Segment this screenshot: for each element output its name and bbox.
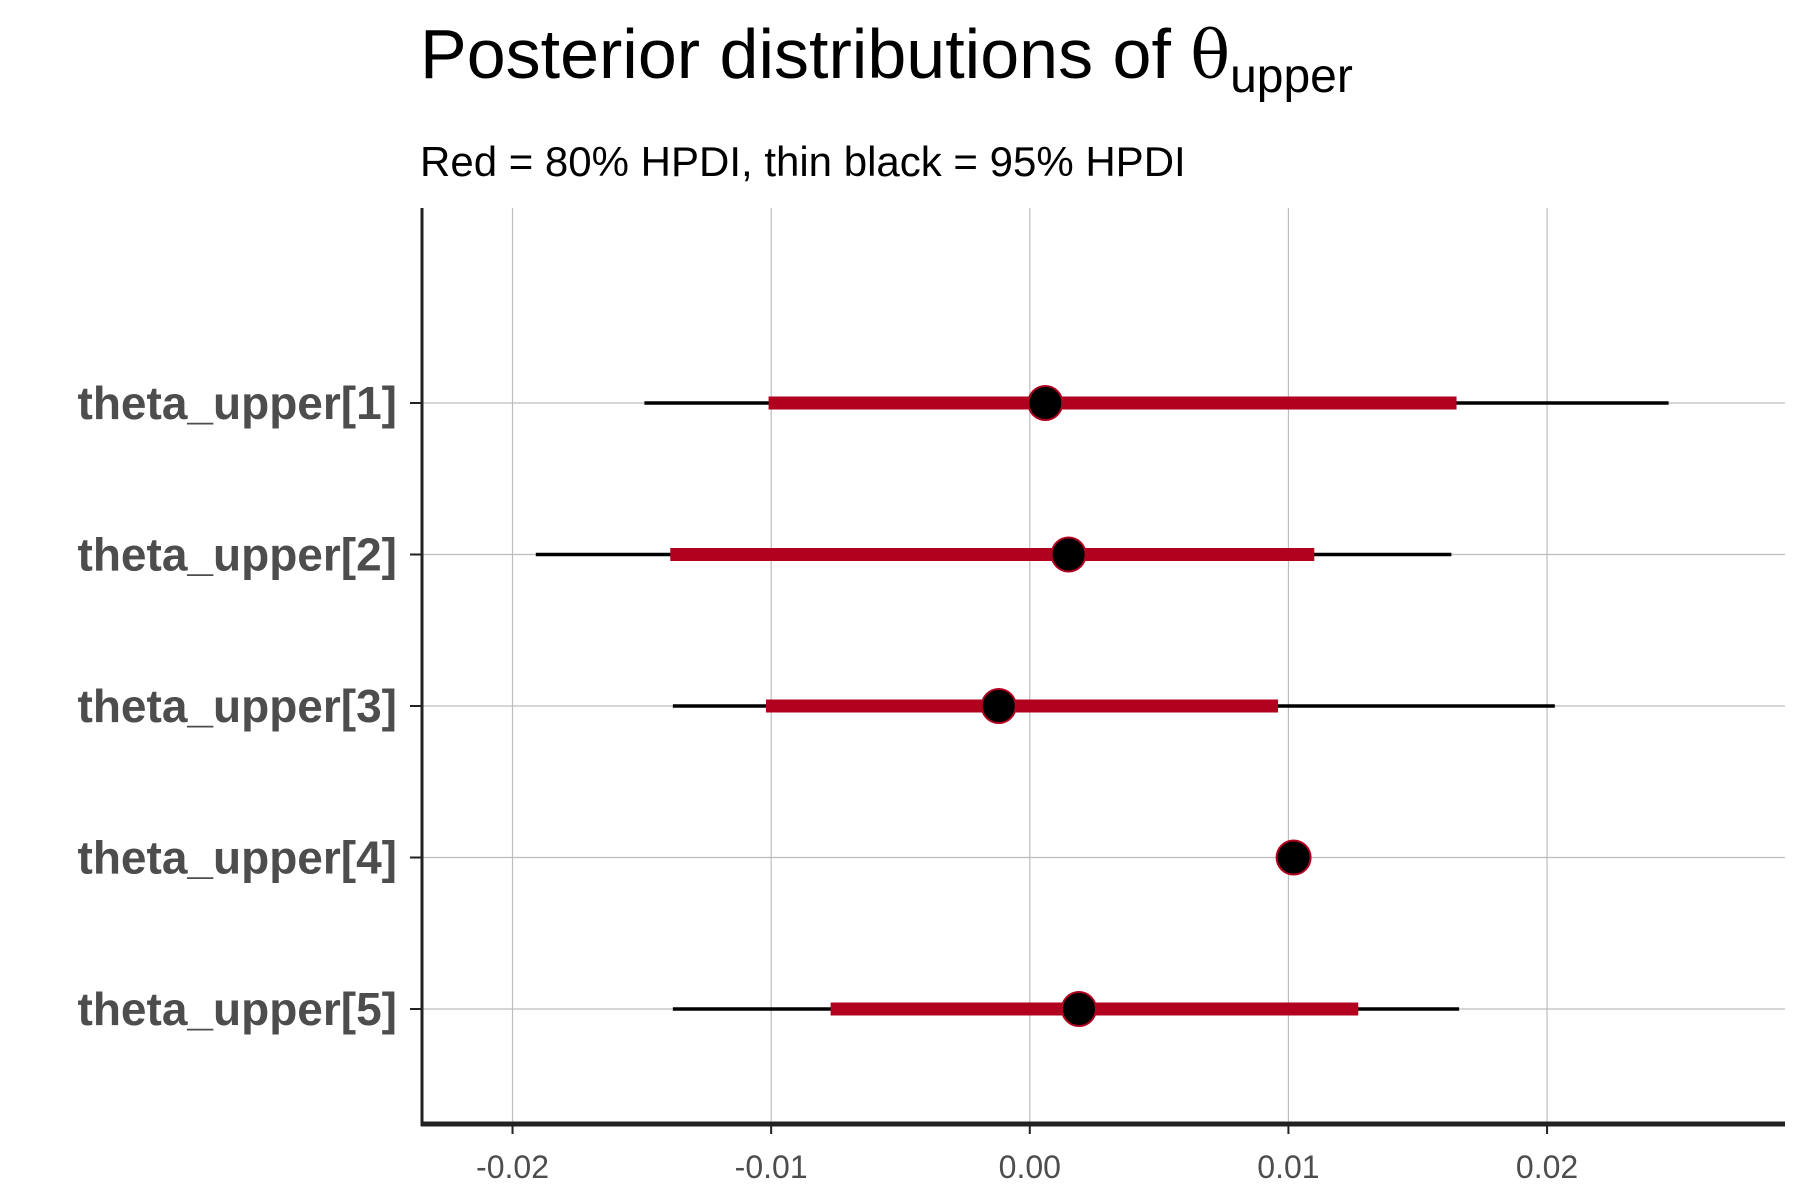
point-estimate-dot [1275, 839, 1312, 876]
chart-title-theta-symbol: θ [1190, 17, 1231, 94]
y-tick-label: theta_upper[3] [78, 680, 397, 732]
point-estimate-dot [1060, 991, 1097, 1027]
y-tick-label: theta_upper[1] [78, 377, 397, 429]
chart-title-prefix: Posterior distributions of [420, 15, 1191, 93]
x-tick-label: 0.00 [999, 1149, 1061, 1185]
x-tick-label: 0.02 [1516, 1149, 1578, 1185]
point-estimate-dot [980, 688, 1017, 724]
chart-title: Posterior distributions of θupper [420, 14, 1353, 104]
y-tick-label: theta_upper[2] [78, 529, 397, 581]
chart-subtitle: Red = 80% HPDI, thin black = 95% HPDI [420, 138, 1186, 185]
x-tick-label: -0.01 [735, 1149, 808, 1185]
y-tick-label: theta_upper[5] [78, 983, 397, 1035]
x-tick-label: -0.02 [476, 1149, 549, 1185]
x-tick-label: 0.01 [1257, 1149, 1319, 1185]
point-estimate-dot [1050, 536, 1087, 573]
y-tick-label: theta_upper[4] [78, 832, 397, 884]
point-estimate-dot [1027, 385, 1064, 421]
chart-title-subscript: upper [1230, 50, 1353, 103]
